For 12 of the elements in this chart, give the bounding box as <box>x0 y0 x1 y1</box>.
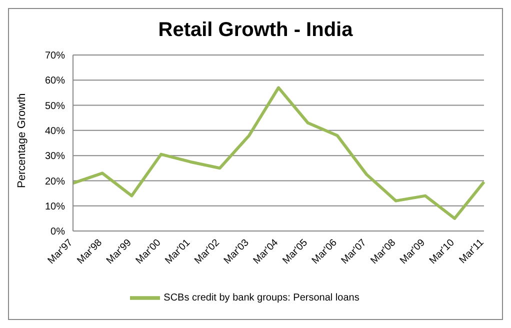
y-tick-label: 10% <box>44 201 66 212</box>
y-tick-label: 70% <box>44 50 66 62</box>
legend-label: SCBs credit by bank groups: Personal loans <box>164 292 360 304</box>
y-tick-label: 40% <box>44 126 66 137</box>
y-tick-label: 30% <box>44 151 66 162</box>
chart-title: Retail Growth - India <box>157 19 354 43</box>
line-series <box>72 86 486 220</box>
y-tick-label: 20% <box>44 176 66 188</box>
y-tick-label: 60% <box>44 76 66 87</box>
y-tick-label: 50% <box>44 100 66 112</box>
y-axis-title: Percentage Growth <box>16 93 28 188</box>
y-tick-label: 0% <box>50 226 66 238</box>
